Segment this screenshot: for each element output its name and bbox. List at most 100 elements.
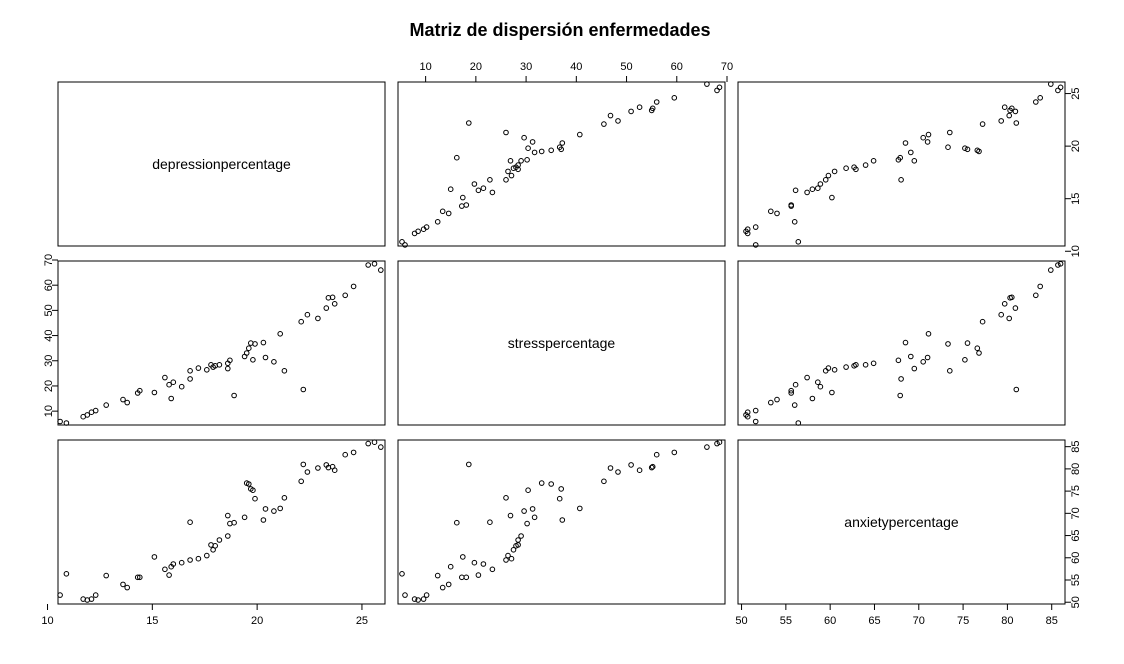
point-depression-vs-anxiety: [1012, 108, 1019, 115]
point-anxiety-vs-depression: [63, 571, 70, 577]
point-depression-vs-stress: [510, 165, 517, 171]
point-stress-vs-anxiety: [870, 360, 877, 367]
point-stress-vs-anxiety: [895, 357, 902, 364]
point-stress-vs-depression: [252, 341, 258, 347]
point-depression-vs-stress: [434, 219, 441, 225]
point-stress-vs-anxiety: [947, 368, 953, 374]
point-stress-vs-anxiety: [974, 345, 981, 352]
point-stress-vs-depression: [315, 315, 321, 322]
point-stress-vs-depression: [120, 396, 126, 403]
point-stress-vs-depression: [187, 376, 193, 382]
point-anxiety-vs-stress: [434, 572, 441, 579]
point-stress-vs-anxiety: [829, 389, 835, 396]
point-stress-vs-depression: [178, 383, 185, 390]
panel-frame-1-1: [57, 81, 386, 247]
point-anxiety-vs-depression: [315, 465, 321, 471]
x-tick-label-bottom-depression: 10: [41, 615, 53, 627]
panel-frame-3-1: [57, 439, 386, 605]
point-depression-vs-stress: [423, 224, 430, 230]
point-anxiety-vs-stress: [463, 574, 470, 581]
x-tick-label-bottom-anxiety: 50: [735, 615, 747, 627]
point-anxiety-vs-depression: [216, 537, 223, 543]
point-anxiety-vs-depression: [300, 461, 307, 468]
point-depression-vs-stress: [704, 81, 710, 87]
point-stress-vs-anxiety: [843, 364, 849, 370]
point-depression-vs-stress: [399, 239, 405, 245]
point-depression-vs-stress: [503, 129, 509, 136]
point-anxiety-vs-depression: [281, 495, 288, 501]
point-depression-vs-stress: [524, 157, 530, 163]
point-depression-vs-anxiety: [817, 181, 824, 187]
point-anxiety-vs-stress: [411, 596, 418, 602]
point-stress-vs-depression: [216, 362, 223, 368]
point-stress-vs-anxiety: [1055, 262, 1061, 268]
point-depression-vs-stress: [716, 84, 723, 91]
point-anxiety-vs-stress: [521, 508, 527, 514]
x-tick-label-bottom-anxiety: 65: [868, 615, 880, 627]
point-stress-vs-depression: [246, 345, 252, 352]
point-depression-vs-anxiety: [911, 158, 918, 164]
point-anxiety-vs-stress: [525, 487, 531, 494]
point-stress-vs-depression: [84, 412, 91, 418]
point-stress-vs-anxiety: [795, 420, 802, 426]
point-stress-vs-anxiety: [924, 354, 931, 361]
point-stress-vs-anxiety: [804, 374, 810, 381]
point-depression-vs-stress: [538, 148, 545, 155]
point-depression-vs-stress: [402, 242, 408, 248]
point-stress-vs-anxiety: [998, 311, 1005, 318]
x-tick-label-bottom-depression: 15: [146, 615, 158, 627]
point-anxiety-vs-depression: [298, 478, 305, 485]
point-depression-vs-stress: [439, 208, 446, 215]
point-anxiety-vs-stress: [515, 537, 521, 543]
point-anxiety-vs-depression: [92, 592, 99, 598]
point-depression-vs-anxiety: [774, 210, 780, 217]
point-stress-vs-anxiety: [976, 350, 982, 356]
point-stress-vs-depression: [204, 367, 210, 373]
point-stress-vs-anxiety: [920, 359, 927, 365]
point-depression-vs-anxiety: [964, 146, 971, 153]
point-stress-vs-depression: [271, 359, 277, 365]
point-stress-vs-depression: [225, 365, 231, 372]
point-stress-vs-depression: [187, 368, 193, 374]
point-anxiety-vs-depression: [371, 439, 378, 446]
point-anxiety-vs-stress: [704, 444, 710, 450]
point-anxiety-vs-depression: [231, 519, 237, 526]
point-stress-vs-anxiety: [825, 365, 832, 371]
point-depression-vs-anxiety: [979, 121, 986, 127]
y-tick-label-right-anxiety: 85: [1070, 441, 1082, 453]
point-anxiety-vs-stress: [505, 552, 511, 559]
y-tick-label-right-anxiety: 55: [1070, 574, 1082, 586]
point-stress-vs-anxiety: [1033, 292, 1039, 299]
point-depression-vs-stress: [714, 87, 720, 94]
point-stress-vs-anxiety: [911, 365, 918, 372]
point-depression-vs-anxiety: [1033, 99, 1039, 105]
x-tick-label-bottom-anxiety: 85: [1046, 615, 1058, 627]
point-anxiety-vs-stress: [454, 519, 460, 526]
point-depression-vs-anxiety: [791, 219, 798, 225]
point-anxiety-vs-stress: [439, 584, 446, 591]
y-tick-label-left-stress: 60: [43, 279, 55, 291]
y-tick-label-left-stress: 40: [43, 329, 55, 341]
point-depression-vs-stress: [529, 139, 536, 145]
point-stress-vs-anxiety: [902, 339, 909, 346]
point-stress-vs-anxiety: [1037, 283, 1043, 290]
point-stress-vs-anxiety: [1006, 315, 1013, 322]
point-anxiety-vs-depression: [187, 557, 193, 563]
point-anxiety-vs-depression: [170, 561, 177, 567]
point-stress-vs-depression: [137, 387, 143, 394]
point-anxiety-vs-depression: [350, 449, 357, 456]
x-tick-label-top-stress: 70: [721, 61, 733, 73]
point-stress-vs-anxiety: [897, 392, 904, 399]
point-anxiety-vs-depression: [277, 505, 284, 512]
point-stress-vs-depression: [262, 354, 269, 361]
point-depression-vs-anxiety: [920, 134, 927, 141]
point-depression-vs-anxiety: [908, 149, 914, 156]
point-stress-vs-depression: [281, 368, 288, 374]
point-anxiety-vs-stress: [460, 554, 466, 560]
y-tick-label-right-anxiety: 80: [1070, 463, 1082, 475]
point-depression-vs-anxiety: [945, 144, 951, 150]
point-stress-vs-depression: [124, 399, 130, 406]
point-stress-vs-depression: [166, 381, 172, 388]
point-stress-vs-anxiety: [979, 318, 986, 325]
point-stress-vs-depression: [243, 350, 250, 356]
